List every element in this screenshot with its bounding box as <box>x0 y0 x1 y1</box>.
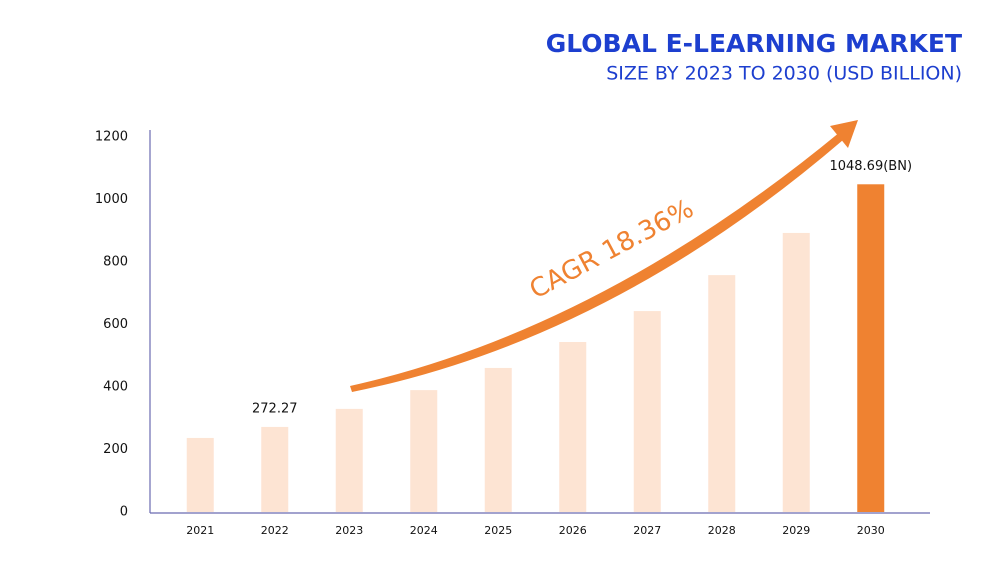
value-label: 1048.69(BN) <box>829 159 912 174</box>
y-tick-label: 600 <box>103 317 128 332</box>
x-tick-label: 2030 <box>857 524 885 537</box>
y-tick-label: 800 <box>103 255 128 270</box>
x-tick-label: 2026 <box>559 524 587 537</box>
x-tick-label: 2021 <box>186 524 214 537</box>
bar <box>708 275 736 512</box>
bar <box>782 232 810 512</box>
x-tick-label: 2027 <box>633 524 661 537</box>
x-tick-label: 2022 <box>261 524 289 537</box>
y-tick-label: 1000 <box>95 192 128 207</box>
x-tick-label: 2028 <box>708 524 736 537</box>
bar <box>484 367 512 512</box>
bar <box>335 408 363 512</box>
arrow-head <box>830 120 858 148</box>
bar <box>261 426 289 512</box>
x-tick-label: 2023 <box>335 524 363 537</box>
x-tick-label: 2029 <box>782 524 810 537</box>
x-tick-label: 2025 <box>484 524 512 537</box>
chart-title: GLOBAL E-LEARNING MARKET <box>546 29 962 58</box>
bar <box>410 390 438 512</box>
x-tick-label: 2024 <box>410 524 438 537</box>
chart-subtitle: SIZE BY 2023 TO 2030 (USD BILLION) <box>606 63 962 85</box>
y-tick-label: 0 <box>120 505 128 520</box>
bar <box>633 311 661 512</box>
bar <box>559 342 587 512</box>
y-tick-label: 400 <box>103 380 128 395</box>
bar <box>857 184 885 513</box>
value-label: 272.27 <box>252 401 298 416</box>
y-tick-label: 200 <box>103 442 128 457</box>
y-tick-label: 1200 <box>95 130 128 145</box>
bar <box>186 437 214 512</box>
